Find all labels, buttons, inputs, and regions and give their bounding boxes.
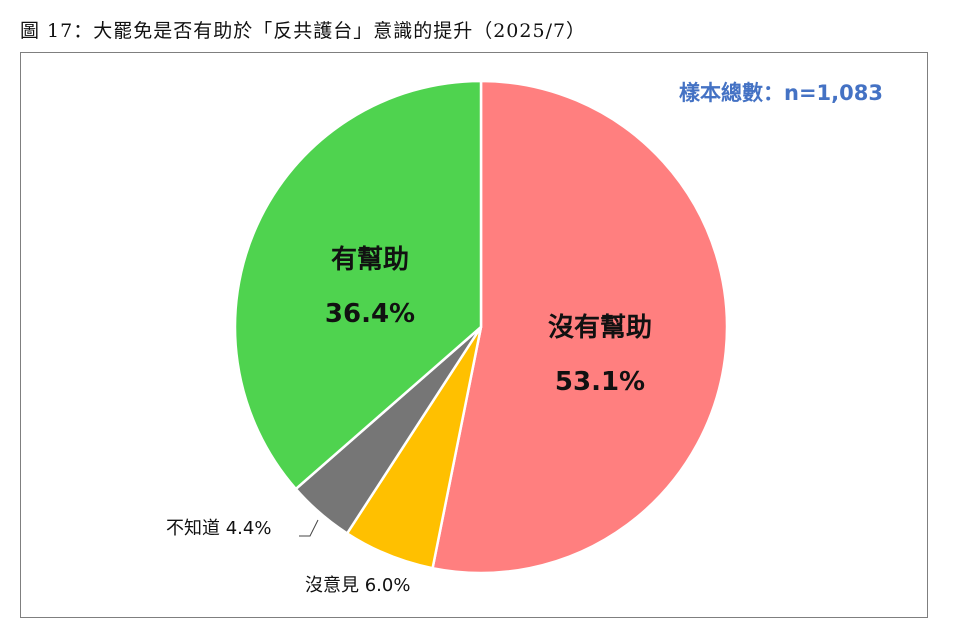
label-no-help: 沒有幫助	[548, 313, 652, 343]
label-no-opinion: 沒意見 6.0%	[305, 575, 410, 596]
chart-title: 圖 17：大罷免是否有助於「反共護台」意識的提升（2025/7）	[20, 20, 587, 42]
value-no-help: 53.1%	[555, 367, 645, 397]
sample-size-label: 樣本總數：n=1,083	[679, 81, 883, 105]
slice-no-help	[431, 79, 729, 575]
chart-frame: 樣本總數：n=1,083	[20, 52, 928, 618]
label-dont-know: 不知道 4.4%	[166, 518, 271, 539]
slice-helpful	[233, 79, 483, 491]
leader-line-dont-know	[299, 519, 319, 537]
label-helpful: 有幫助	[331, 245, 409, 275]
value-helpful: 36.4%	[325, 299, 415, 329]
